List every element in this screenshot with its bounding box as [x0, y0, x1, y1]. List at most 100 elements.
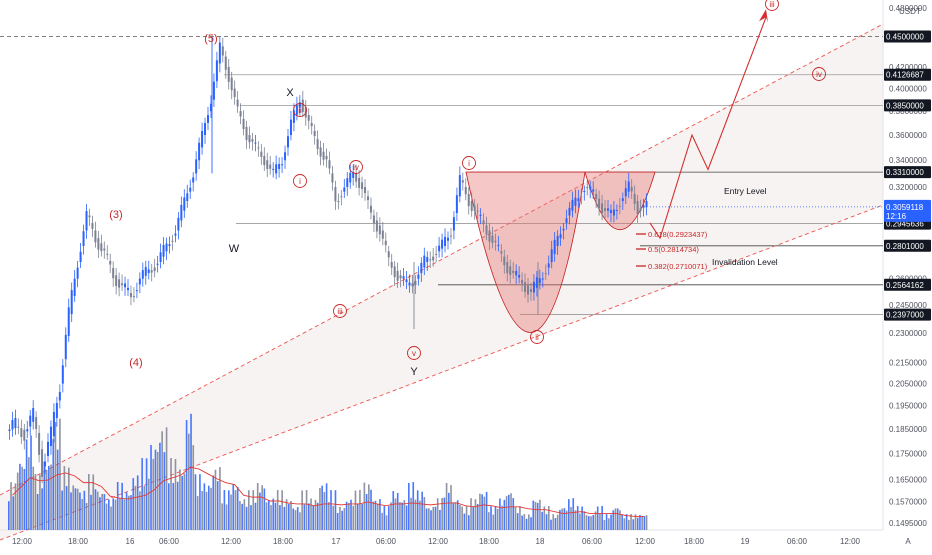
volume-bar: [341, 510, 343, 530]
price-tag-label: 0.3850000: [886, 101, 924, 110]
candle-body: [307, 115, 310, 121]
volume-bar: [259, 492, 261, 530]
volume-bar: [596, 506, 599, 530]
volume-bar: [303, 504, 306, 530]
wave-minor-ii: ii: [298, 106, 302, 115]
candle-body: [645, 201, 648, 208]
candle-body: [402, 276, 405, 279]
volume-bar: [359, 490, 361, 530]
volume-bar: [172, 482, 175, 530]
volume-bar: [599, 513, 601, 530]
candle-body: [88, 215, 91, 218]
volume-bar: [630, 514, 632, 530]
volume-bar: [619, 510, 621, 530]
volume-bar: [148, 478, 150, 530]
candle-body: [266, 160, 269, 169]
candle-body: [378, 225, 381, 235]
candle-body: [207, 115, 209, 123]
candle-body: [642, 205, 645, 208]
volume-bar: [299, 512, 301, 530]
price-tick-label: 0.3800000: [889, 107, 927, 116]
candle-body: [601, 203, 604, 214]
volume-bar: [210, 487, 212, 530]
volume-bar: [490, 506, 492, 530]
volume-bar: [576, 506, 579, 530]
volume-bar: [396, 492, 399, 530]
candle-body: [127, 287, 129, 291]
candle-body: [411, 283, 414, 287]
candle-body: [138, 278, 141, 285]
candle-body: [485, 225, 488, 235]
candle-body: [275, 164, 278, 174]
candle-body: [301, 99, 304, 112]
volume-bar: [488, 512, 490, 530]
volume-bar: [628, 519, 630, 530]
volume-bar: [61, 490, 63, 530]
candle-body: [586, 187, 589, 189]
volume-bar: [334, 490, 337, 530]
volume-bar: [63, 466, 66, 530]
volume-bar: [114, 499, 117, 530]
volume-bar: [468, 515, 470, 530]
volume-bar: [65, 486, 68, 530]
candle-body: [535, 277, 538, 288]
volume-bar: [25, 439, 28, 530]
volume-bar: [223, 490, 226, 530]
volume-bar: [608, 518, 610, 530]
volume-bar: [483, 496, 486, 530]
candle-body: [423, 255, 426, 268]
candle-body: [129, 293, 132, 298]
candle-body: [464, 187, 467, 195]
candle-body: [509, 266, 512, 275]
price-tick-label: 0.1850000: [889, 425, 927, 434]
volume-bar: [190, 413, 192, 530]
volume-bar: [534, 501, 537, 530]
candle-body: [64, 334, 67, 360]
candle-body: [281, 164, 284, 166]
candle-body: [452, 217, 455, 231]
candle-body: [476, 210, 479, 212]
wave-minor-v: v: [412, 349, 416, 358]
volume-bar: [85, 502, 88, 530]
candle-body: [195, 159, 198, 174]
candle-body: [260, 151, 263, 157]
volume-bar: [505, 496, 508, 530]
candle-body: [177, 217, 180, 231]
volume-bar: [641, 516, 643, 530]
candle-body: [215, 60, 218, 82]
volume-bar: [159, 442, 161, 530]
candle-body: [124, 283, 127, 288]
candle-body: [580, 196, 583, 198]
time-tick-label: 12:00: [428, 537, 449, 546]
volume-bar: [192, 445, 195, 530]
volume-bar: [214, 469, 217, 530]
candle-body: [106, 253, 109, 255]
candle-body: [135, 290, 138, 292]
volume-bar: [101, 493, 103, 530]
volume-bar: [476, 504, 479, 530]
volume-bar: [579, 513, 581, 530]
candle-body: [35, 417, 38, 429]
candle-body: [150, 270, 153, 273]
candle-body: [571, 200, 574, 211]
time-tick-label: 06:00: [159, 537, 180, 546]
candle-body: [559, 234, 562, 239]
volume-bar: [52, 439, 55, 530]
volume-bar: [403, 499, 406, 530]
volume-bar: [170, 458, 172, 530]
volume-bar: [321, 485, 323, 530]
volume-bar: [221, 503, 223, 530]
wave-label-3: (3): [109, 209, 122, 221]
candle-body: [372, 215, 375, 224]
candle-body: [636, 201, 639, 215]
time-tick-label: 06:00: [582, 537, 603, 546]
candle-body: [272, 168, 275, 170]
volume-bar: [236, 487, 239, 530]
price-tick-label: 0.2050000: [889, 380, 927, 389]
candle-body: [52, 411, 55, 437]
candle-body: [515, 270, 518, 276]
candle-body: [473, 205, 476, 212]
volume-bar: [292, 508, 295, 530]
